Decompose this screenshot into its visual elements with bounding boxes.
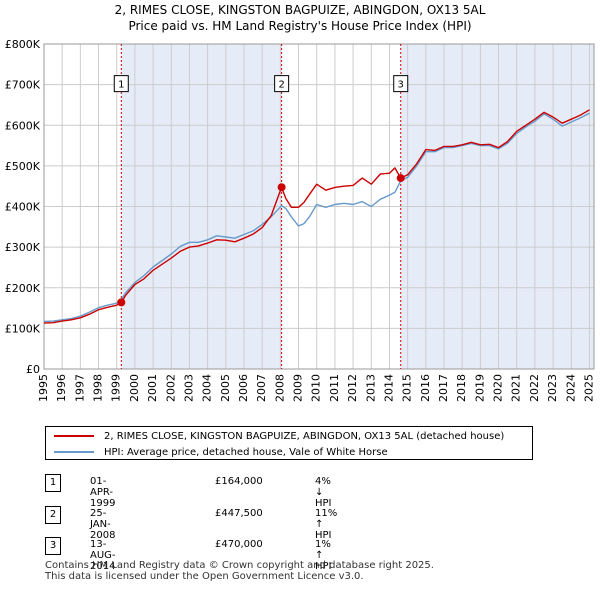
transaction-number: 3: [45, 537, 61, 555]
sale-marker-label: 3: [398, 80, 404, 91]
y-tick-label: £100K: [5, 322, 41, 335]
sale-point: [117, 298, 126, 307]
transaction-date: 13-AUG-2014: [90, 539, 116, 572]
x-tick-label: 2019: [473, 374, 486, 402]
x-tick-label: 2010: [310, 374, 323, 402]
x-tick-label: 2014: [382, 374, 395, 402]
x-tick-label: 2011: [328, 374, 341, 402]
x-tick-label: 2015: [401, 374, 414, 402]
legend-swatch-hpi: [54, 451, 94, 453]
sale-marker-box: [113, 75, 129, 93]
sale-marker-label: 1: [118, 80, 124, 91]
x-tick-label: 2004: [201, 374, 214, 402]
x-tick-label: 1999: [110, 374, 123, 402]
x-tick-label: 2023: [546, 374, 559, 402]
transaction-hpi-relation: 11% ↑ HPI: [315, 508, 338, 541]
plot-frame: [43, 43, 595, 370]
x-tick-label: 2020: [492, 374, 505, 402]
x-tick-label: 1996: [55, 374, 68, 402]
legend: 2, RIMES CLOSE, KINGSTON BAGPUIZE, ABING…: [45, 426, 533, 460]
sale-marker-label: 2: [278, 80, 284, 91]
transaction-hpi-relation: 4% ↓ HPI: [315, 476, 332, 509]
transaction-price: £164,000: [215, 476, 263, 487]
legend-swatch-property: [54, 435, 94, 437]
hpi-line: [43, 112, 590, 323]
transaction-hpi-relation: 1% ↑ HPI: [315, 539, 332, 572]
transaction-number: 1: [45, 474, 61, 492]
x-tick-label: 2005: [219, 374, 232, 402]
property-price-line: [43, 109, 590, 324]
legend-item-hpi: HPI: Average price, detached house, Vale…: [54, 444, 388, 460]
x-tick-label: 1995: [37, 374, 50, 402]
x-tick-label: 2006: [237, 374, 250, 402]
chart-title-line2: Price paid vs. HM Land Registry's House …: [128, 19, 471, 33]
transaction-price: £447,500: [215, 508, 263, 519]
y-tick-label: £500K: [5, 160, 41, 173]
x-tick-label: 2007: [255, 374, 268, 402]
y-tick-label: £600K: [5, 119, 41, 132]
x-tick-label: 1997: [73, 374, 86, 402]
y-tick-label: £0: [26, 363, 40, 376]
y-tick-label: £700K: [5, 79, 41, 92]
x-tick-label: 2008: [273, 374, 286, 402]
x-tick-label: 2000: [128, 374, 141, 402]
y-tick-label: £800K: [5, 38, 41, 51]
footer: Contains HM Land Registry data © Crown c…: [45, 560, 434, 582]
footer-licence: This data is licensed under the Open Gov…: [45, 571, 364, 582]
y-tick-label: £300K: [5, 241, 41, 254]
transaction-date: 25-JAN-2008: [90, 508, 116, 541]
x-tick-label: 2002: [164, 374, 177, 402]
sale-marker-box: [393, 75, 409, 93]
sale-point: [277, 183, 286, 192]
x-tick-label: 2001: [146, 374, 159, 402]
x-tick-label: 2017: [437, 374, 450, 402]
x-tick-label: 2022: [528, 374, 541, 402]
x-tick-label: 2012: [346, 374, 359, 402]
x-tick-label: 2009: [292, 374, 305, 402]
x-tick-label: 2021: [510, 374, 523, 402]
price-chart: 2, RIMES CLOSE, KINGSTON BAGPUIZE, ABING…: [5, 3, 596, 402]
sale-point: [396, 174, 405, 183]
sale-marker-box: [274, 75, 290, 93]
transaction-date: 01-APR-1999: [90, 476, 116, 509]
legend-label-hpi: HPI: Average price, detached house, Vale…: [104, 446, 388, 458]
x-tick-label: 2025: [582, 374, 595, 402]
x-tick-label: 2018: [455, 374, 468, 402]
y-tick-label: £200K: [5, 282, 41, 295]
x-tick-label: 2016: [419, 374, 432, 402]
legend-label-property: 2, RIMES CLOSE, KINGSTON BAGPUIZE, ABING…: [104, 430, 505, 442]
legend-item-property: 2, RIMES CLOSE, KINGSTON BAGPUIZE, ABING…: [54, 428, 504, 444]
chart-title-line1: 2, RIMES CLOSE, KINGSTON BAGPUIZE, ABING…: [115, 3, 486, 17]
y-tick-label: £400K: [5, 201, 41, 214]
transaction-price: £470,000: [215, 539, 263, 550]
footer-copyright: Contains HM Land Registry data © Crown c…: [45, 560, 434, 571]
x-tick-label: 2003: [182, 374, 195, 402]
x-tick-label: 1998: [92, 374, 105, 402]
transaction-number: 2: [45, 506, 61, 524]
x-tick-label: 2024: [564, 374, 577, 402]
x-tick-label: 2013: [364, 374, 377, 402]
